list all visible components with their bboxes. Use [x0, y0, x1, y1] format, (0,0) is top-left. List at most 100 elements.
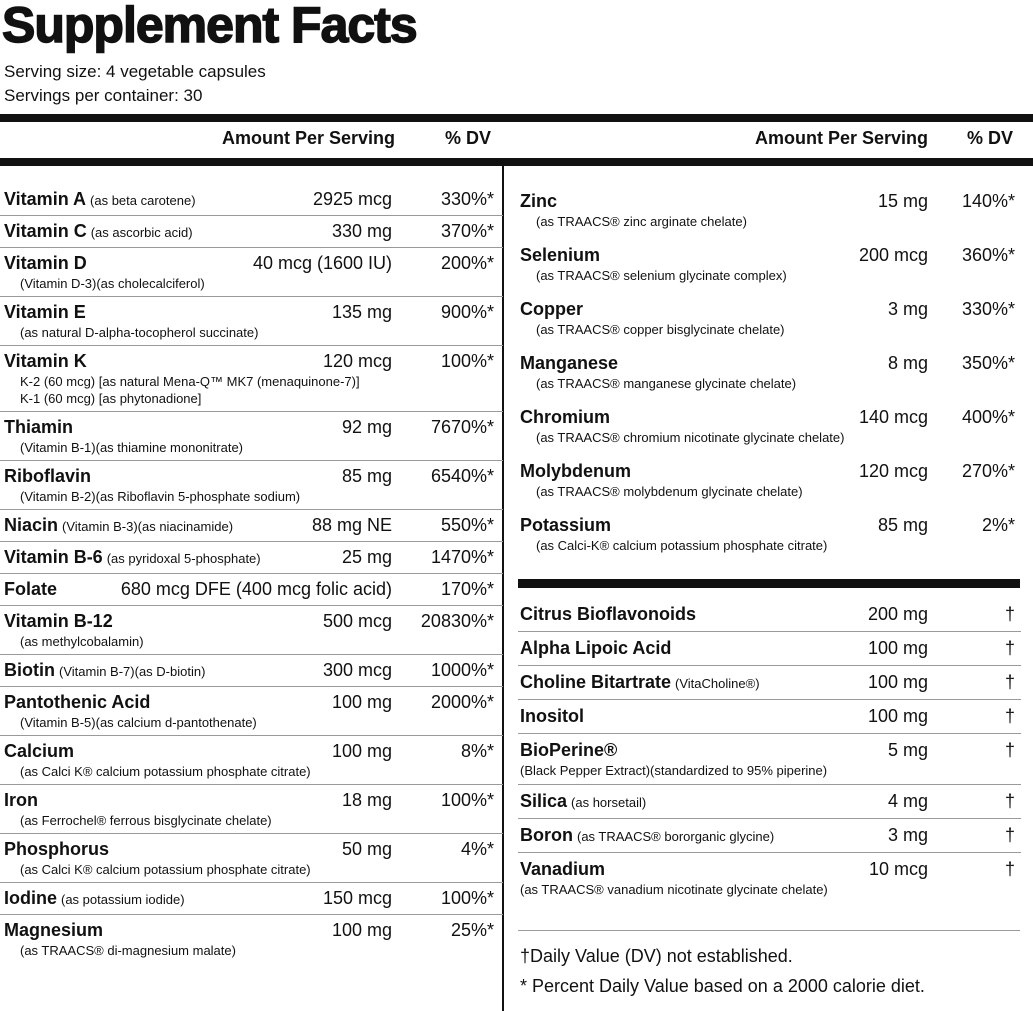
daily-value: 900%*	[440, 302, 494, 322]
nutrient-source: (as TRAACS® bororganic glycine)	[577, 829, 775, 844]
nutrient-name: Inositol	[520, 706, 584, 726]
daily-value: 2%*	[981, 515, 1015, 535]
nutrient-line: BioPerine®	[520, 738, 1021, 762]
nutrient-line: Silica (as horsetail)	[520, 789, 1021, 813]
daily-value: †	[1004, 638, 1015, 658]
amount: 120 mcg	[322, 351, 392, 371]
nutrient-name: Alpha Lipoic Acid	[520, 638, 672, 658]
nutrient-name: Vitamin K	[4, 351, 87, 371]
right-column: Zinc 15 mg 140%* (as TRAACS® zinc arginate …	[518, 184, 1021, 562]
nutrient-line: Biotin (Vitamin B-7)(as D-biotin)	[4, 658, 503, 682]
nutrient-row: Chromium 140 mcg 400%* (as TRAACS® chromium…	[518, 400, 1021, 454]
daily-value: 25%*	[450, 920, 494, 940]
amount: 135 mg	[331, 302, 392, 322]
amount: 100 mg	[867, 672, 928, 692]
left-column: Vitamin A (as beta carotene) 2925 mcg 330%*…	[0, 184, 503, 963]
nutrient-row: Vitamin D 40 mcg (1600 IU) 200%* (Vitamin D…	[0, 248, 503, 297]
nutrient-name: BioPerine®	[520, 740, 618, 760]
column-divider	[502, 158, 504, 1011]
nutrient-line: Zinc	[520, 189, 1021, 213]
daily-value: †	[1004, 706, 1015, 726]
daily-value: 4%*	[460, 839, 494, 859]
amount: 4 mg	[887, 791, 928, 811]
footnote: * Percent Daily Value based on a 2000 ca…	[520, 976, 925, 996]
nutrient-source: K-1 (60 mcg) [as phytonadione]	[20, 391, 202, 406]
nutrient-line: Folate	[4, 577, 503, 601]
daily-value: †	[1004, 791, 1015, 811]
nutrient-line: Vitamin A (as beta carotene)	[4, 187, 503, 211]
nutrient-row: Potassium 85 mg 2%* (as Calci-K® calcium po…	[518, 508, 1021, 562]
nutrient-line: Riboflavin	[4, 464, 503, 488]
amount: 10 mcg	[868, 859, 928, 879]
nutrient-row: BioPerine® 5 mg † (Black Pepper Extract)(st…	[518, 734, 1021, 785]
amount: 100 mg	[331, 920, 392, 940]
nutrient-source: (as TRAACS® selenium glycinate complex)	[536, 268, 787, 283]
nutrient-row: Iron 18 mg 100%* (as Ferrochel® ferrous bis…	[0, 785, 503, 834]
daily-value: 100%*	[440, 351, 494, 371]
daily-value: †	[1004, 604, 1015, 624]
nutrient-row: Iodine (as potassium iodide) 150 mcg 100%*	[0, 883, 503, 915]
nutrient-line: Vitamin E	[4, 300, 503, 324]
amount: 92 mg	[341, 417, 392, 437]
amount: 3 mg	[887, 825, 928, 845]
nutrient-line: Vitamin K	[4, 349, 503, 373]
amount: 85 mg	[877, 515, 928, 535]
nutrient-row: Thiamin 92 mg 7670%* (Vitamin B-1)(as thiam…	[0, 412, 503, 461]
amount-header: Amount Per Serving	[221, 128, 395, 148]
nutrient-line: Choline Bitartrate (VitaCholine®)	[520, 670, 1021, 694]
nutrient-name: Vitamin A	[4, 189, 87, 209]
nutrient-name: Biotin	[4, 660, 55, 680]
nutrient-row: Vanadium 10 mcg † (as TRAACS® vanadium nico…	[518, 853, 1021, 903]
daily-value: 140%*	[961, 191, 1015, 211]
nutrient-name: Phosphorus	[4, 839, 110, 859]
nutrient-source: (as TRAACS® copper bisglycinate chelate)	[536, 322, 785, 337]
nutrient-source: (as TRAACS® manganese glycinate chelate)	[536, 376, 797, 391]
amount: 100 mg	[331, 692, 392, 712]
nutrient-line: Iodine (as potassium iodide)	[4, 886, 503, 910]
nutrient-name: Magnesium	[4, 920, 104, 940]
servings-per-container: Servings per container: 30	[4, 86, 203, 105]
thick-rule	[0, 114, 1033, 122]
nutrient-row: Zinc 15 mg 140%* (as TRAACS® zinc arginate …	[518, 184, 1021, 238]
nutrient-name: Calcium	[4, 741, 75, 761]
nutrient-name: Vitamin C	[4, 221, 87, 241]
nutrient-row: Copper 3 mg 330%* (as TRAACS® copper bisgly…	[518, 292, 1021, 346]
nutrient-source: (Vitamin B-7)(as D-biotin)	[59, 664, 206, 679]
amount: 3 mg	[887, 299, 928, 319]
amount: 85 mg	[341, 466, 392, 486]
serving-size: Serving size: 4 vegetable capsules	[4, 62, 266, 81]
daily-value: 370%*	[440, 221, 494, 241]
nutrient-name: Selenium	[520, 245, 601, 265]
nutrient-line: Vitamin B-6 (as pyridoxal 5-phosphate)	[4, 545, 503, 569]
nutrient-line: Pantothenic Acid	[4, 690, 503, 714]
nutrient-line: Molybdenum	[520, 459, 1021, 483]
nutrient-source: (as methylcobalamin)	[20, 634, 144, 649]
nutrient-line: Vitamin C (as ascorbic acid)	[4, 219, 503, 243]
amount: 88 mg NE	[311, 515, 392, 535]
thick-rule	[0, 158, 1033, 166]
daily-value: 270%*	[961, 461, 1015, 481]
daily-value: †	[1004, 859, 1015, 879]
nutrient-name: Thiamin	[4, 417, 74, 437]
nutrient-line: Potassium	[520, 513, 1021, 537]
amount: 150 mcg	[322, 888, 392, 908]
nutrient-source: (as potassium iodide)	[61, 892, 185, 907]
nutrient-row: Vitamin B-6 (as pyridoxal 5-phosphate) 25 …	[0, 542, 503, 574]
nutrient-name: Folate	[4, 579, 58, 599]
rule	[518, 930, 1020, 931]
daily-value: 2000%*	[430, 692, 494, 712]
nutrient-source: (Vitamin D-3)(as cholecalciferol)	[20, 276, 205, 291]
nutrient-row: Manganese 8 mg 350%* (as TRAACS® manganese …	[518, 346, 1021, 400]
nutrient-name: Riboflavin	[4, 466, 92, 486]
nutrient-row: Vitamin K 120 mcg 100%* K-2 (60 mcg) [as na…	[0, 346, 503, 412]
nutrient-source: (as ascorbic acid)	[90, 225, 193, 240]
nutrient-source: K-2 (60 mcg) [as natural Mena-Q™ MK7 (me…	[20, 374, 360, 389]
nutrient-line: Calcium	[4, 739, 503, 763]
nutrient-name: Vanadium	[520, 859, 606, 879]
nutrient-row: Phosphorus 50 mg 4%* (as Calci K® calcium p…	[0, 834, 503, 883]
dv-header: % DV	[966, 128, 1013, 148]
nutrient-line: Vitamin B-12	[4, 609, 503, 633]
nutrient-name: Zinc	[520, 191, 558, 211]
daily-value: †	[1004, 740, 1015, 760]
